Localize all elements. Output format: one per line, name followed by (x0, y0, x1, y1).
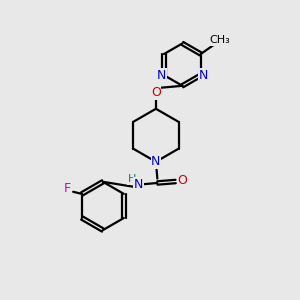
Text: H: H (128, 174, 136, 184)
Text: O: O (151, 86, 161, 99)
Text: N: N (134, 178, 143, 191)
Text: F: F (64, 182, 71, 195)
Text: N: N (198, 69, 208, 82)
Text: N: N (157, 69, 166, 82)
Text: N: N (151, 155, 160, 168)
Text: O: O (177, 173, 187, 187)
Text: CH₃: CH₃ (209, 35, 230, 46)
